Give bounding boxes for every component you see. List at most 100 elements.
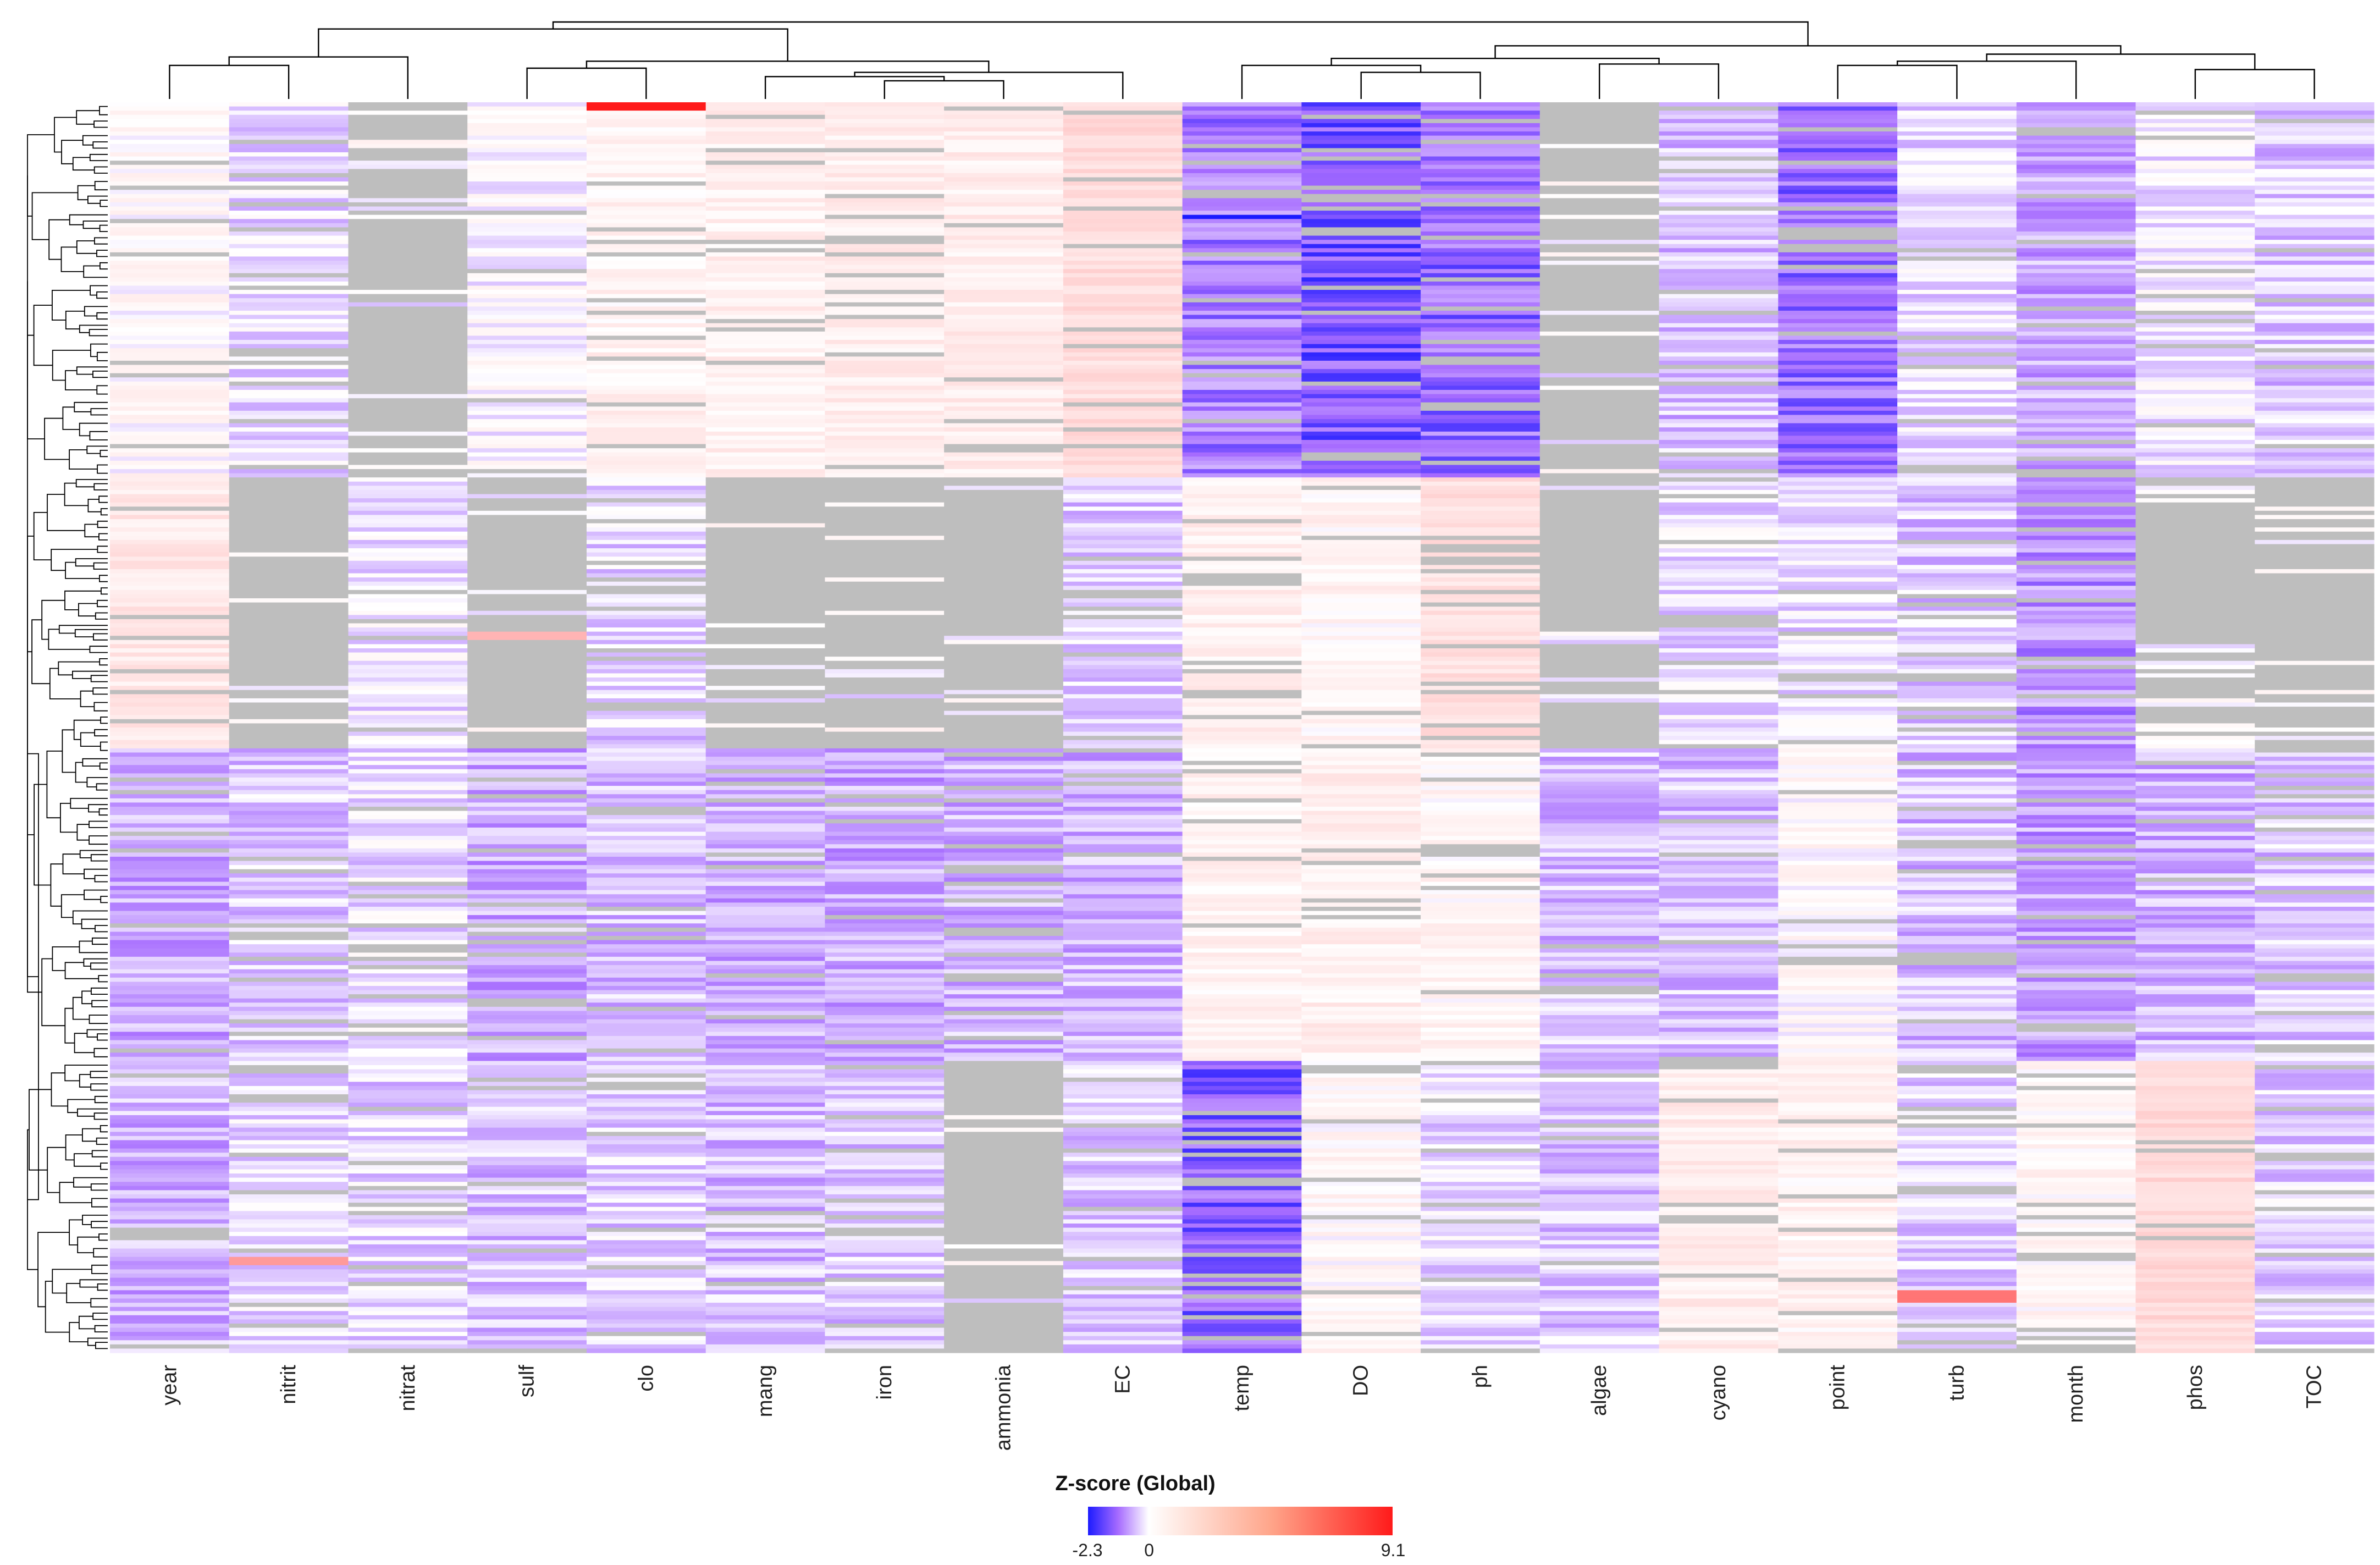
heatmap-cell	[825, 1127, 945, 1132]
heatmap-cell	[2135, 677, 2255, 682]
heatmap-cell	[110, 365, 230, 370]
heatmap-cell	[1063, 1027, 1183, 1032]
heatmap-cell	[1421, 707, 1540, 712]
heatmap-cell	[1182, 815, 1302, 820]
heatmap-cell	[1182, 1065, 1302, 1070]
heatmap-cell	[1063, 294, 1183, 299]
heatmap-cell	[2016, 1073, 2136, 1078]
heatmap-cell	[110, 552, 230, 557]
heatmap-cell	[2255, 798, 2375, 803]
heatmap-cell	[1659, 728, 1779, 732]
heatmap-cell	[348, 748, 468, 753]
heatmap-cell	[825, 1132, 945, 1137]
heatmap-cell	[1421, 961, 1540, 966]
heatmap-cell	[1421, 698, 1540, 703]
heatmap-cell	[110, 977, 230, 982]
heatmap-cell	[1063, 1103, 1183, 1107]
heatmap-cell	[1301, 161, 1421, 166]
heatmap-cell	[2255, 1144, 2375, 1149]
heatmap-cell	[348, 448, 468, 453]
heatmap-cell	[2016, 1123, 2136, 1128]
heatmap-cell	[944, 598, 1064, 603]
dendrogram-branch	[54, 117, 77, 153]
heatmap-cell	[1659, 807, 1779, 812]
heatmap-cell	[1659, 436, 1779, 440]
heatmap-cell	[1063, 356, 1183, 361]
heatmap-cell	[1897, 544, 2017, 549]
heatmap-cell	[1301, 498, 1421, 503]
heatmap-cell	[705, 1098, 826, 1103]
heatmap-cell	[944, 765, 1064, 770]
heatmap-cell	[1182, 852, 1302, 857]
heatmap-cell	[467, 815, 587, 820]
heatmap-cell	[2016, 761, 2136, 765]
heatmap-cell	[348, 427, 468, 432]
heatmap-cell	[1182, 460, 1302, 466]
heatmap-cell	[467, 927, 587, 933]
heatmap-cell	[705, 965, 826, 970]
heatmap-cell	[229, 311, 349, 316]
heatmap-cell	[705, 506, 826, 511]
dendrogram-branch	[96, 250, 108, 257]
heatmap-cell	[1778, 977, 1898, 982]
heatmap-cell	[1539, 431, 1660, 436]
heatmap-cell	[1301, 144, 1421, 148]
heatmap-cell	[348, 302, 468, 307]
heatmap-cell	[110, 1056, 230, 1061]
heatmap-cell	[586, 906, 706, 912]
heatmap-cell	[110, 123, 230, 128]
heatmap-cell	[348, 456, 468, 461]
heatmap-cell	[1063, 586, 1183, 591]
heatmap-cell	[1063, 640, 1183, 644]
heatmap-cell	[1301, 415, 1421, 420]
heatmap-cell	[1421, 285, 1540, 290]
heatmap-cell	[705, 1140, 826, 1145]
heatmap-cell	[1778, 773, 1898, 778]
heatmap-cell	[2255, 827, 2375, 833]
heatmap-cell	[1301, 181, 1421, 186]
dendrogram-branch	[97, 1033, 108, 1041]
heatmap-cell	[110, 544, 230, 549]
heatmap-cell	[944, 648, 1064, 653]
dendrogram-branch	[1241, 64, 1422, 99]
heatmap-cell	[1778, 319, 1898, 324]
heatmap-cell	[1063, 961, 1183, 966]
dendrogram-branch	[62, 853, 85, 875]
heatmap-cell	[705, 757, 826, 762]
heatmap-cell	[1539, 589, 1660, 595]
heatmap-cell	[944, 827, 1064, 833]
heatmap-cell	[1063, 523, 1183, 528]
dendrogram-branch	[48, 219, 70, 260]
dendrogram-branch	[74, 1033, 95, 1054]
heatmap-cell	[586, 698, 706, 703]
heatmap-cell	[2135, 140, 2255, 145]
heatmap-cell	[110, 665, 230, 670]
heatmap-cell	[944, 223, 1064, 228]
heatmap-cell	[348, 152, 468, 157]
heatmap-cell	[1301, 315, 1421, 319]
heatmap-cell	[1063, 248, 1183, 253]
heatmap-cell	[944, 311, 1064, 316]
heatmap-cell	[944, 873, 1064, 878]
heatmap-cell	[2135, 648, 2255, 653]
heatmap-cell	[1539, 365, 1660, 370]
heatmap-cell	[1421, 548, 1540, 553]
heatmap-cell	[586, 681, 706, 686]
heatmap-cell	[2135, 594, 2255, 599]
heatmap-cell	[1778, 790, 1898, 795]
heatmap-cell	[1659, 390, 1779, 395]
heatmap-cell	[2135, 1052, 2255, 1057]
heatmap-cell	[229, 544, 349, 549]
heatmap-cell	[1063, 335, 1183, 340]
heatmap-cell	[110, 948, 230, 953]
heatmap-cell	[2135, 465, 2255, 470]
dendrogram-branch	[94, 729, 108, 737]
heatmap-cell	[2135, 311, 2255, 316]
heatmap-cell	[2135, 786, 2255, 791]
heatmap-cell	[1182, 456, 1302, 461]
heatmap-cell	[1063, 419, 1183, 424]
heatmap-cell	[2016, 594, 2136, 599]
heatmap-cell	[1897, 1015, 2017, 1020]
heatmap-cell	[1063, 665, 1183, 670]
heatmap-cell	[1063, 694, 1183, 699]
